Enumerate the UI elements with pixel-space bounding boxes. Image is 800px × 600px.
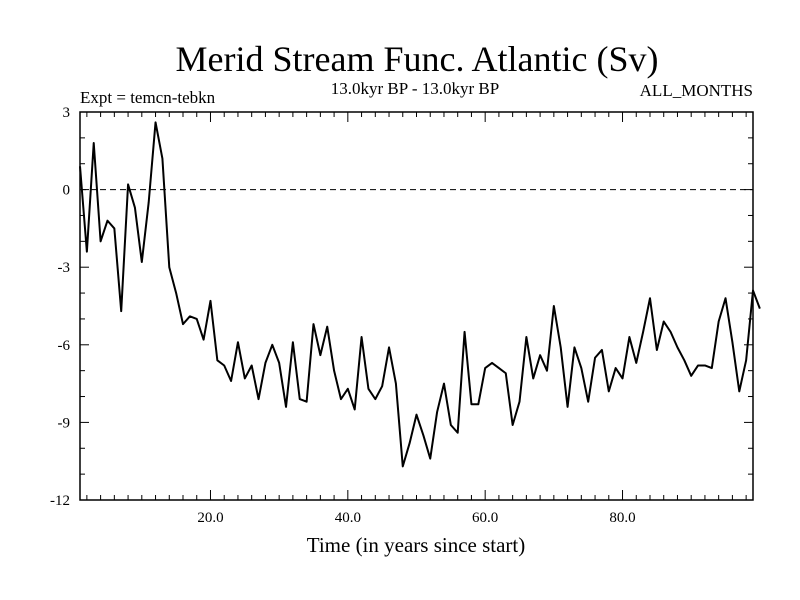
y-tick-label: -3 [58, 260, 71, 276]
series-line [79, 121, 761, 468]
chart-subtitle: 13.0kyr BP - 13.0kyr BP [331, 79, 499, 98]
y-tick-label: 3 [63, 105, 71, 121]
y-tick-label: -12 [50, 493, 70, 509]
y-tick-label: 0 [63, 183, 71, 199]
x-axis-label: Time (in years since start) [307, 533, 526, 557]
chart-title: Merid Stream Func. Atlantic (Sv) [176, 39, 659, 79]
months-label: ALL_MONTHS [640, 81, 753, 100]
plot-frame [79, 111, 754, 501]
x-tick-label: 60.0 [472, 510, 498, 526]
y-tick-label: -9 [58, 415, 71, 431]
experiment-label: Expt = temcn-tebkn [80, 88, 216, 107]
x-tick-label: 80.0 [609, 510, 635, 526]
ticks-layer [80, 111, 753, 501]
tick-labels-layer: 3 0 -3 -6 -9 -12 20.0 40.0 60.0 80.0 [50, 105, 636, 526]
x-tick-label: 20.0 [197, 510, 223, 526]
x-tick-label: 40.0 [335, 510, 361, 526]
y-tick-label: -6 [58, 338, 71, 354]
